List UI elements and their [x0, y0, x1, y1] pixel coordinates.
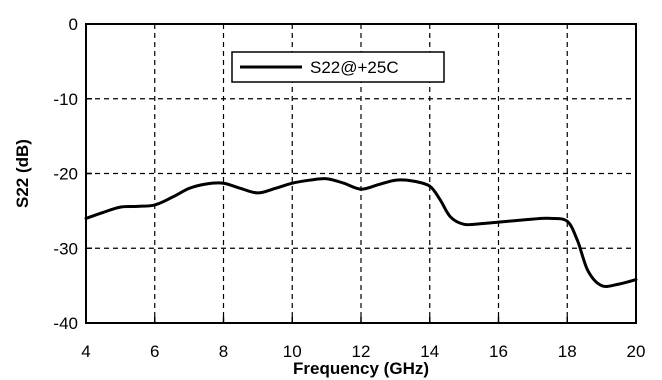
series-line-s22 [84, 177, 638, 288]
x-tick-label: 8 [219, 342, 228, 361]
x-tick-label: 6 [150, 342, 159, 361]
x-tick-label: 10 [283, 342, 302, 361]
y-tick-label: -30 [53, 239, 78, 258]
x-tick-label: 14 [420, 342, 439, 361]
y-tick-label: -20 [53, 165, 78, 184]
series-layer [84, 177, 638, 288]
x-tick-label: 18 [558, 342, 577, 361]
legend: S22@+25C [231, 51, 445, 83]
y-tick-label: -10 [53, 90, 78, 109]
legend-label-s22: S22@+25C [310, 58, 399, 77]
y-axis-title: S22 (dB) [13, 139, 32, 208]
x-tick-label: 12 [352, 342, 371, 361]
y-tick-label: -40 [53, 314, 78, 333]
y-tick-label: 0 [69, 15, 78, 34]
x-tick-label: 16 [489, 342, 508, 361]
y-tick-labels: 0 -10 -20 -30 -40 [53, 15, 92, 333]
x-axis-title: Frequency (GHz) [293, 359, 429, 378]
x-tick-labels: 4 6 8 10 12 14 16 18 20 [81, 317, 645, 361]
x-tick-label: 20 [627, 342, 646, 361]
x-tick-label: 4 [81, 342, 90, 361]
